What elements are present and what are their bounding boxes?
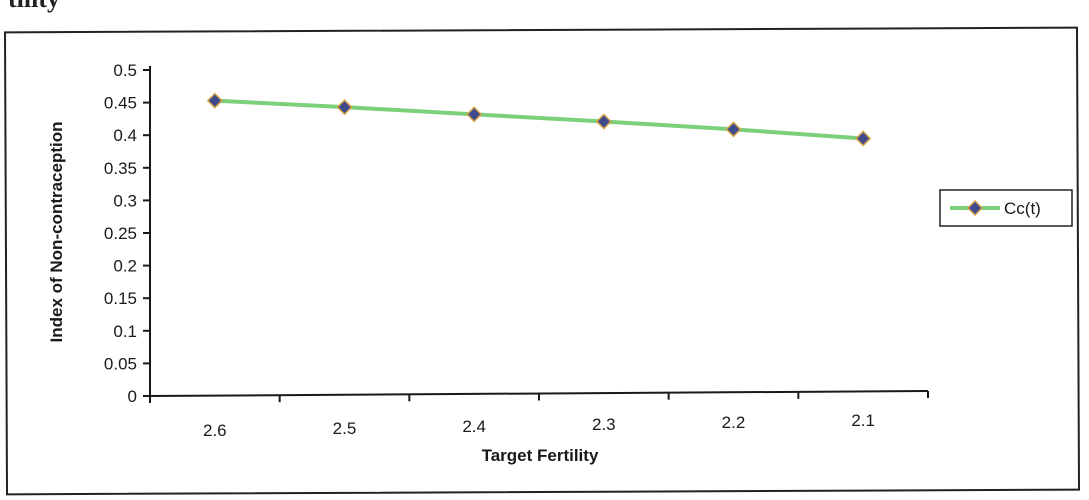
data-point-marker (855, 130, 872, 147)
y-tick-label: 0.45 (104, 94, 137, 113)
y-tick-label: 0.1 (113, 322, 137, 341)
x-tick-label: 2.3 (592, 415, 616, 434)
x-tick-label: 2.6 (203, 421, 227, 440)
data-point-marker (466, 106, 483, 123)
x-tick-label: 2.1 (851, 411, 875, 430)
legend: Cc(t) (939, 189, 1073, 227)
x-axis-title: Target Fertility (482, 446, 599, 465)
y-tick-label: 0.15 (104, 289, 137, 308)
data-point-marker (206, 92, 223, 109)
data-point-marker (725, 121, 742, 138)
chart-border (3, 26, 1081, 496)
y-tick-label: 0.2 (113, 257, 137, 276)
y-tick-label: 0 (128, 387, 137, 406)
x-tick-label: 2.4 (462, 417, 486, 436)
y-tick-label: 0.25 (104, 224, 137, 243)
y-tick-label: 0.4 (113, 126, 137, 145)
x-tick-label: 2.2 (722, 413, 746, 432)
data-point-marker (595, 113, 612, 130)
legend-label-cc-t: Cc(t) (1004, 199, 1041, 218)
plot-area: 0 0.05 0.1 0.15 0.2 0.25 0.3 0.35 0.4 0.45 0.5 2.6 2… (104, 61, 929, 440)
y-tick-label: 0.5 (113, 61, 137, 80)
data-point-marker (336, 99, 353, 116)
y-tick-label: 0.35 (104, 159, 137, 178)
series-line-cc-t (214, 98, 864, 141)
y-tick-label: 0.05 (104, 354, 137, 373)
y-tick-label: 0.3 (113, 191, 137, 210)
cut-off-heading-text: tility (8, 0, 60, 14)
y-axis-title: Index of Non-contraception (47, 122, 66, 343)
legend-marker-cc-t (966, 199, 984, 217)
x-tick-label: 2.5 (333, 419, 357, 438)
